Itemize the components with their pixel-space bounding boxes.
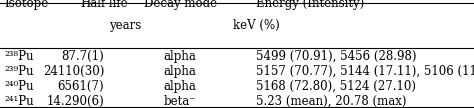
Text: 5157 (70.77), 5144 (17.11), 5106 (11.94): 5157 (70.77), 5144 (17.11), 5106 (11.94) bbox=[256, 65, 474, 78]
Text: 6561(7): 6561(7) bbox=[58, 80, 104, 93]
Text: 24110(30): 24110(30) bbox=[43, 65, 104, 78]
Text: keV (%): keV (%) bbox=[233, 19, 279, 32]
Text: ²³⁹Pu: ²³⁹Pu bbox=[5, 65, 34, 78]
Text: 5168 (72.80), 5124 (27.10): 5168 (72.80), 5124 (27.10) bbox=[256, 80, 416, 93]
Text: 5499 (70.91), 5456 (28.98): 5499 (70.91), 5456 (28.98) bbox=[256, 50, 417, 63]
Text: 14.290(6): 14.290(6) bbox=[46, 95, 104, 108]
Text: 87.7(1): 87.7(1) bbox=[62, 50, 104, 63]
Text: years: years bbox=[109, 19, 142, 32]
Text: Half-life: Half-life bbox=[81, 0, 128, 10]
Text: Isotope: Isotope bbox=[5, 0, 49, 10]
Text: Energy (Intensity): Energy (Intensity) bbox=[256, 0, 364, 10]
Text: alpha: alpha bbox=[164, 65, 197, 78]
Text: ²⁴⁰Pu: ²⁴⁰Pu bbox=[5, 80, 34, 93]
Text: ²³⁸Pu: ²³⁸Pu bbox=[5, 50, 34, 63]
Text: alpha: alpha bbox=[164, 50, 197, 63]
Text: Decay mode: Decay mode bbox=[144, 0, 217, 10]
Text: ²⁴¹Pu: ²⁴¹Pu bbox=[5, 95, 34, 108]
Text: alpha: alpha bbox=[164, 80, 197, 93]
Text: beta⁻: beta⁻ bbox=[164, 95, 196, 108]
Text: 5.23 (mean), 20.78 (max): 5.23 (mean), 20.78 (max) bbox=[256, 95, 407, 108]
